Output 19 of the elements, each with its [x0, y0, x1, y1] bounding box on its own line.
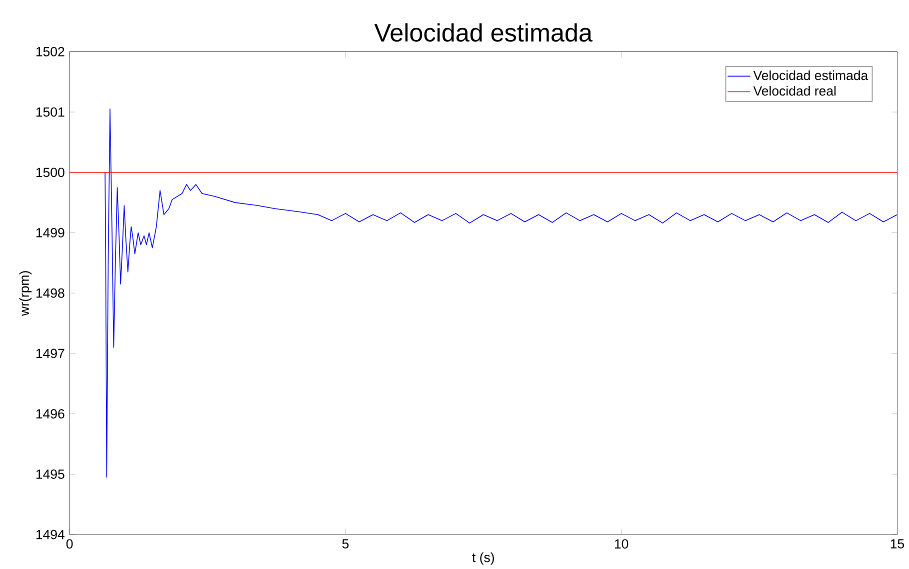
- y-axis-title: wr(rpm): [19, 270, 32, 316]
- x-tick-label: 0: [66, 539, 73, 548]
- legend-label: Velocidad estimada: [753, 70, 868, 80]
- y-tick-label: 1497: [36, 348, 64, 358]
- x-tick-label: 5: [342, 539, 349, 548]
- y-tick-label: 1500: [36, 168, 64, 177]
- y-tick-label: 1495: [36, 469, 64, 479]
- y-tick-label: 1496: [36, 408, 64, 418]
- y-tick-label: 1501: [36, 107, 64, 117]
- legend-label: Velocidad real: [753, 86, 836, 96]
- y-tick-label: 1499: [36, 228, 64, 238]
- line-series: [104, 108, 898, 478]
- x-tick-label: 15: [890, 539, 904, 548]
- chart-title: Velocidad estimada: [374, 23, 592, 42]
- y-tick-label: 1498: [36, 288, 64, 298]
- x-tick-label: 10: [614, 539, 628, 548]
- y-tick-label: 1502: [36, 46, 64, 56]
- x-axis-title: t (s): [472, 552, 494, 565]
- y-tick-label: 1494: [36, 530, 64, 540]
